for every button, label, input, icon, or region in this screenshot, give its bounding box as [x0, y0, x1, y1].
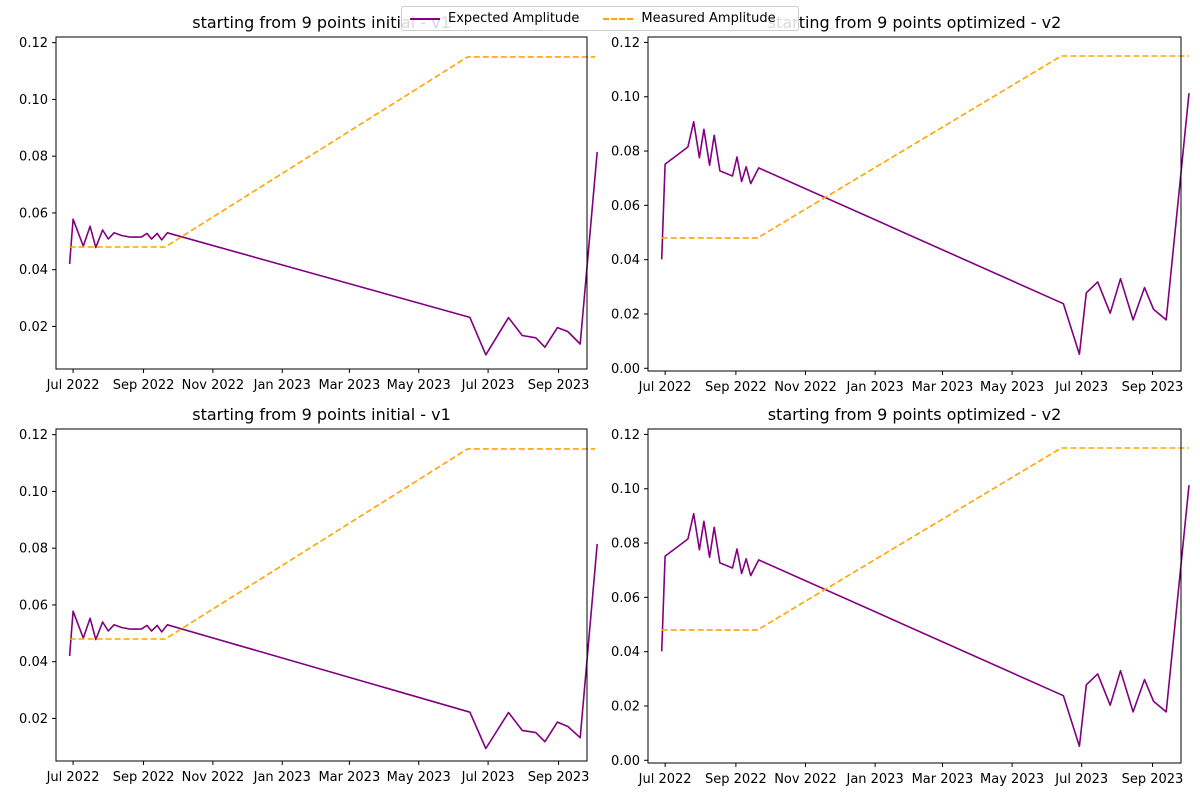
y-tick-label: 0.00 [611, 754, 640, 769]
legend: Expected Amplitude Measured Amplitude [401, 6, 799, 31]
x-tick-label: Jul 2022 [46, 378, 100, 393]
expected-amplitude-line [660, 93, 1190, 356]
measured-amplitude-line [661, 447, 1189, 631]
axes-frame [55, 36, 588, 370]
y-tick-label: 0.10 [19, 93, 48, 108]
x-tick-label: Nov 2022 [182, 378, 245, 393]
expected-amplitude-line [68, 151, 598, 356]
y-tick-label: 0.12 [19, 428, 48, 443]
x-tick-label: Jul 2022 [638, 380, 692, 395]
y-tick-label: 0.04 [19, 263, 48, 278]
y-tick-label: 0.10 [19, 485, 48, 500]
x-tick-label: Jul 2022 [46, 770, 100, 785]
x-tick-label: Sep 2023 [528, 378, 590, 393]
y-tick-label: 0.00 [611, 362, 640, 377]
chart-title: starting from 9 points initial - v1 [192, 405, 451, 424]
y-tick-label: 0.06 [19, 206, 48, 221]
x-tick-label: Mar 2023 [318, 378, 380, 393]
x-tick-label: Sep 2023 [528, 770, 590, 785]
axes-frame [55, 428, 588, 762]
y-tick-label: 0.08 [19, 542, 48, 557]
y-tick-label: 0.02 [611, 699, 640, 714]
x-tick-label: May 2023 [980, 380, 1044, 395]
x-tick-label: Jan 2023 [845, 380, 903, 395]
legend-expected-line-icon [410, 17, 440, 20]
y-tick-label: 0.12 [611, 428, 640, 443]
chart-panel-1: starting from 9 points initial - v1 0.02 0… [19, 13, 598, 393]
x-tick-label: Jul 2023 [461, 378, 515, 393]
legend-measured-line-icon [603, 17, 634, 20]
y-tick-label: 0.02 [19, 712, 48, 727]
legend-entry-measured: Measured Amplitude [603, 11, 776, 26]
x-tick-label: Mar 2023 [318, 770, 380, 785]
x-tick-label: Jan 2023 [253, 378, 311, 393]
y-tick-label: 0.12 [611, 36, 640, 51]
chart-title: starting from 9 points optimized - v2 [768, 13, 1062, 32]
y-tick-label: 0.06 [19, 598, 48, 613]
y-tick-label: 0.08 [611, 145, 640, 160]
legend-measured-label: Measured Amplitude [641, 11, 776, 26]
y-tick-label: 0.08 [19, 150, 48, 165]
measured-amplitude-line [69, 448, 595, 640]
y-tick-label: 0.10 [611, 482, 640, 497]
x-tick-label: Nov 2022 [182, 770, 245, 785]
x-tick-label: Sep 2023 [1122, 380, 1184, 395]
x-tick-label: Jan 2023 [845, 772, 903, 787]
axes-frame [647, 36, 1182, 372]
x-tick-label: Sep 2023 [1122, 772, 1184, 787]
x-tick-label: Mar 2023 [912, 772, 974, 787]
x-tick-label: Nov 2022 [774, 772, 837, 787]
legend-expected-label: Expected Amplitude [448, 11, 580, 26]
y-tick-label: 0.02 [611, 307, 640, 322]
measured-amplitude-line [661, 55, 1189, 239]
x-tick-label: Jul 2022 [638, 772, 692, 787]
measured-amplitude-line [69, 56, 595, 248]
x-tick-label: May 2023 [387, 770, 451, 785]
y-tick-label: 0.02 [19, 320, 48, 335]
x-tick-label: Sep 2022 [705, 772, 767, 787]
x-tick-label: May 2023 [980, 772, 1044, 787]
expected-amplitude-line [68, 543, 598, 750]
chart-panel-3: starting from 9 points initial - v1 0.02 0… [19, 405, 598, 785]
x-tick-label: Jul 2023 [461, 770, 515, 785]
y-tick-label: 0.04 [611, 645, 640, 660]
chart-title: starting from 9 points optimized - v2 [768, 405, 1062, 424]
x-tick-label: May 2023 [387, 378, 451, 393]
y-tick-label: 0.12 [19, 36, 48, 51]
y-tick-label: 0.08 [611, 537, 640, 552]
x-tick-label: Sep 2022 [113, 770, 175, 785]
y-tick-label: 0.04 [611, 253, 640, 268]
x-tick-label: Nov 2022 [774, 380, 837, 395]
axes-frame [647, 428, 1182, 764]
y-tick-label: 0.06 [611, 199, 640, 214]
y-tick-label: 0.10 [611, 90, 640, 105]
x-tick-label: Jan 2023 [253, 770, 311, 785]
x-tick-label: Mar 2023 [912, 380, 974, 395]
x-tick-label: Sep 2022 [705, 380, 767, 395]
expected-amplitude-line [660, 485, 1190, 748]
x-tick-label: Jul 2023 [1054, 380, 1108, 395]
x-tick-label: Sep 2022 [113, 378, 175, 393]
chart-panel-2: starting from 9 points optimized - v2 0.0… [611, 13, 1190, 395]
y-tick-label: 0.06 [611, 591, 640, 606]
chart-panel-4: starting from 9 points optimized - v2 0.0… [611, 405, 1190, 787]
x-tick-label: Jul 2023 [1054, 772, 1108, 787]
y-tick-label: 0.04 [19, 655, 48, 670]
chart-title: starting from 9 points initial - v1 [192, 13, 451, 32]
legend-entry-expected: Expected Amplitude [410, 11, 579, 26]
